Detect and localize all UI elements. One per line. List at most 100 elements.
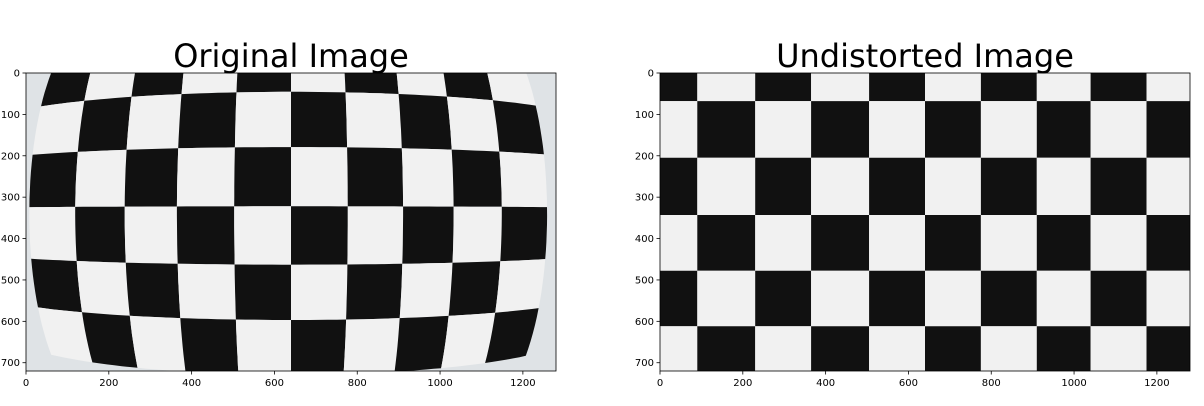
checker-square [126, 94, 182, 150]
checker-square [41, 73, 91, 107]
checker-square [492, 100, 544, 155]
checker-square [980, 215, 1037, 271]
checker-square [181, 73, 238, 95]
checker-square [697, 157, 756, 215]
checker-square [291, 91, 348, 148]
y-tick-label: 600 [1, 317, 20, 328]
x-tick-label: 800 [348, 378, 367, 389]
checker-square [869, 157, 925, 215]
checker-square [1146, 270, 1190, 327]
checker-square [1036, 326, 1091, 371]
x-tick-label: 600 [899, 378, 918, 389]
checker-square [1146, 157, 1190, 215]
checker-square [660, 73, 698, 102]
checker-square [1090, 101, 1147, 158]
checker-square [448, 261, 501, 316]
x-tick-label: 800 [982, 378, 1001, 389]
checker-square [697, 73, 756, 102]
checker-square [291, 319, 347, 371]
y-tick-label: 700 [1, 358, 20, 369]
checker-square [755, 270, 812, 327]
checker-square [500, 206, 548, 262]
checker-square [402, 206, 454, 264]
checker-square [980, 157, 1037, 215]
checker-square [234, 206, 291, 265]
checker-square [343, 318, 400, 371]
x-tick-label: 600 [265, 378, 284, 389]
checker-square [869, 326, 925, 371]
checker-square [178, 92, 237, 149]
checker-square [76, 261, 130, 316]
x-tick-label: 0 [657, 378, 663, 389]
checker-square [452, 206, 502, 263]
checker-square [1090, 157, 1147, 215]
checker-square [869, 270, 925, 327]
checker-square [29, 206, 77, 261]
checker-square [446, 96, 500, 152]
checker-square [394, 315, 449, 371]
checker-square [347, 147, 404, 207]
checker-square [925, 73, 981, 102]
x-tick-label: 400 [816, 378, 835, 389]
checker-square [1036, 157, 1091, 215]
checker-square [1090, 215, 1147, 271]
checker-square [1090, 73, 1147, 102]
y-tick-label: 400 [1, 234, 20, 245]
image [660, 73, 1190, 371]
checker-square [1090, 270, 1147, 327]
checker-square [401, 148, 454, 207]
checker-square [451, 149, 502, 207]
checker-square [176, 206, 235, 265]
checker-square [811, 157, 870, 215]
checker-square [811, 73, 870, 102]
checker-square [487, 73, 536, 106]
checker-square [925, 215, 981, 271]
checker-square [29, 151, 78, 208]
checker-square [32, 100, 85, 155]
checker-square [925, 270, 981, 327]
x-tick-label: 400 [182, 378, 201, 389]
checker-square [176, 147, 235, 207]
checker-square [291, 206, 348, 265]
checker-square [124, 148, 179, 207]
y-tick-label: 700 [635, 358, 654, 369]
checker-square [234, 91, 291, 148]
checker-square [1090, 326, 1147, 371]
checker-square [291, 147, 348, 207]
checker-square [1036, 101, 1091, 158]
y-tick-label: 200 [635, 151, 654, 162]
checker-square [869, 101, 925, 158]
checker-square [1036, 270, 1091, 327]
checker-square [291, 264, 348, 320]
checker-square [925, 326, 981, 371]
checker-square [660, 101, 698, 158]
x-tick-label: 200 [733, 378, 752, 389]
y-tick-label: 0 [14, 69, 20, 80]
checker-square [811, 270, 870, 327]
checker-square [346, 263, 403, 320]
checker-square [75, 206, 126, 263]
checker-square [660, 215, 698, 271]
checker-square [697, 215, 756, 271]
checker-square [697, 101, 756, 158]
checker-square [1036, 215, 1091, 271]
checker-square [485, 308, 539, 363]
checker-square [755, 101, 812, 158]
checker-square [495, 259, 546, 313]
checker-square [443, 73, 493, 101]
x-tick-label: 0 [23, 378, 29, 389]
checker-square [177, 263, 236, 320]
checker-square [925, 157, 981, 215]
checker-square [441, 312, 496, 369]
checker-square [75, 149, 127, 207]
y-tick-label: 400 [635, 234, 654, 245]
checker-square [129, 315, 186, 371]
checker-square [980, 326, 1037, 371]
checker-square [660, 157, 698, 215]
y-tick-label: 0 [648, 69, 654, 80]
checker-square [1146, 101, 1190, 158]
checker-square [980, 73, 1037, 102]
y-tick-label: 200 [1, 151, 20, 162]
checker-square [755, 73, 812, 102]
checker-square [347, 206, 404, 265]
